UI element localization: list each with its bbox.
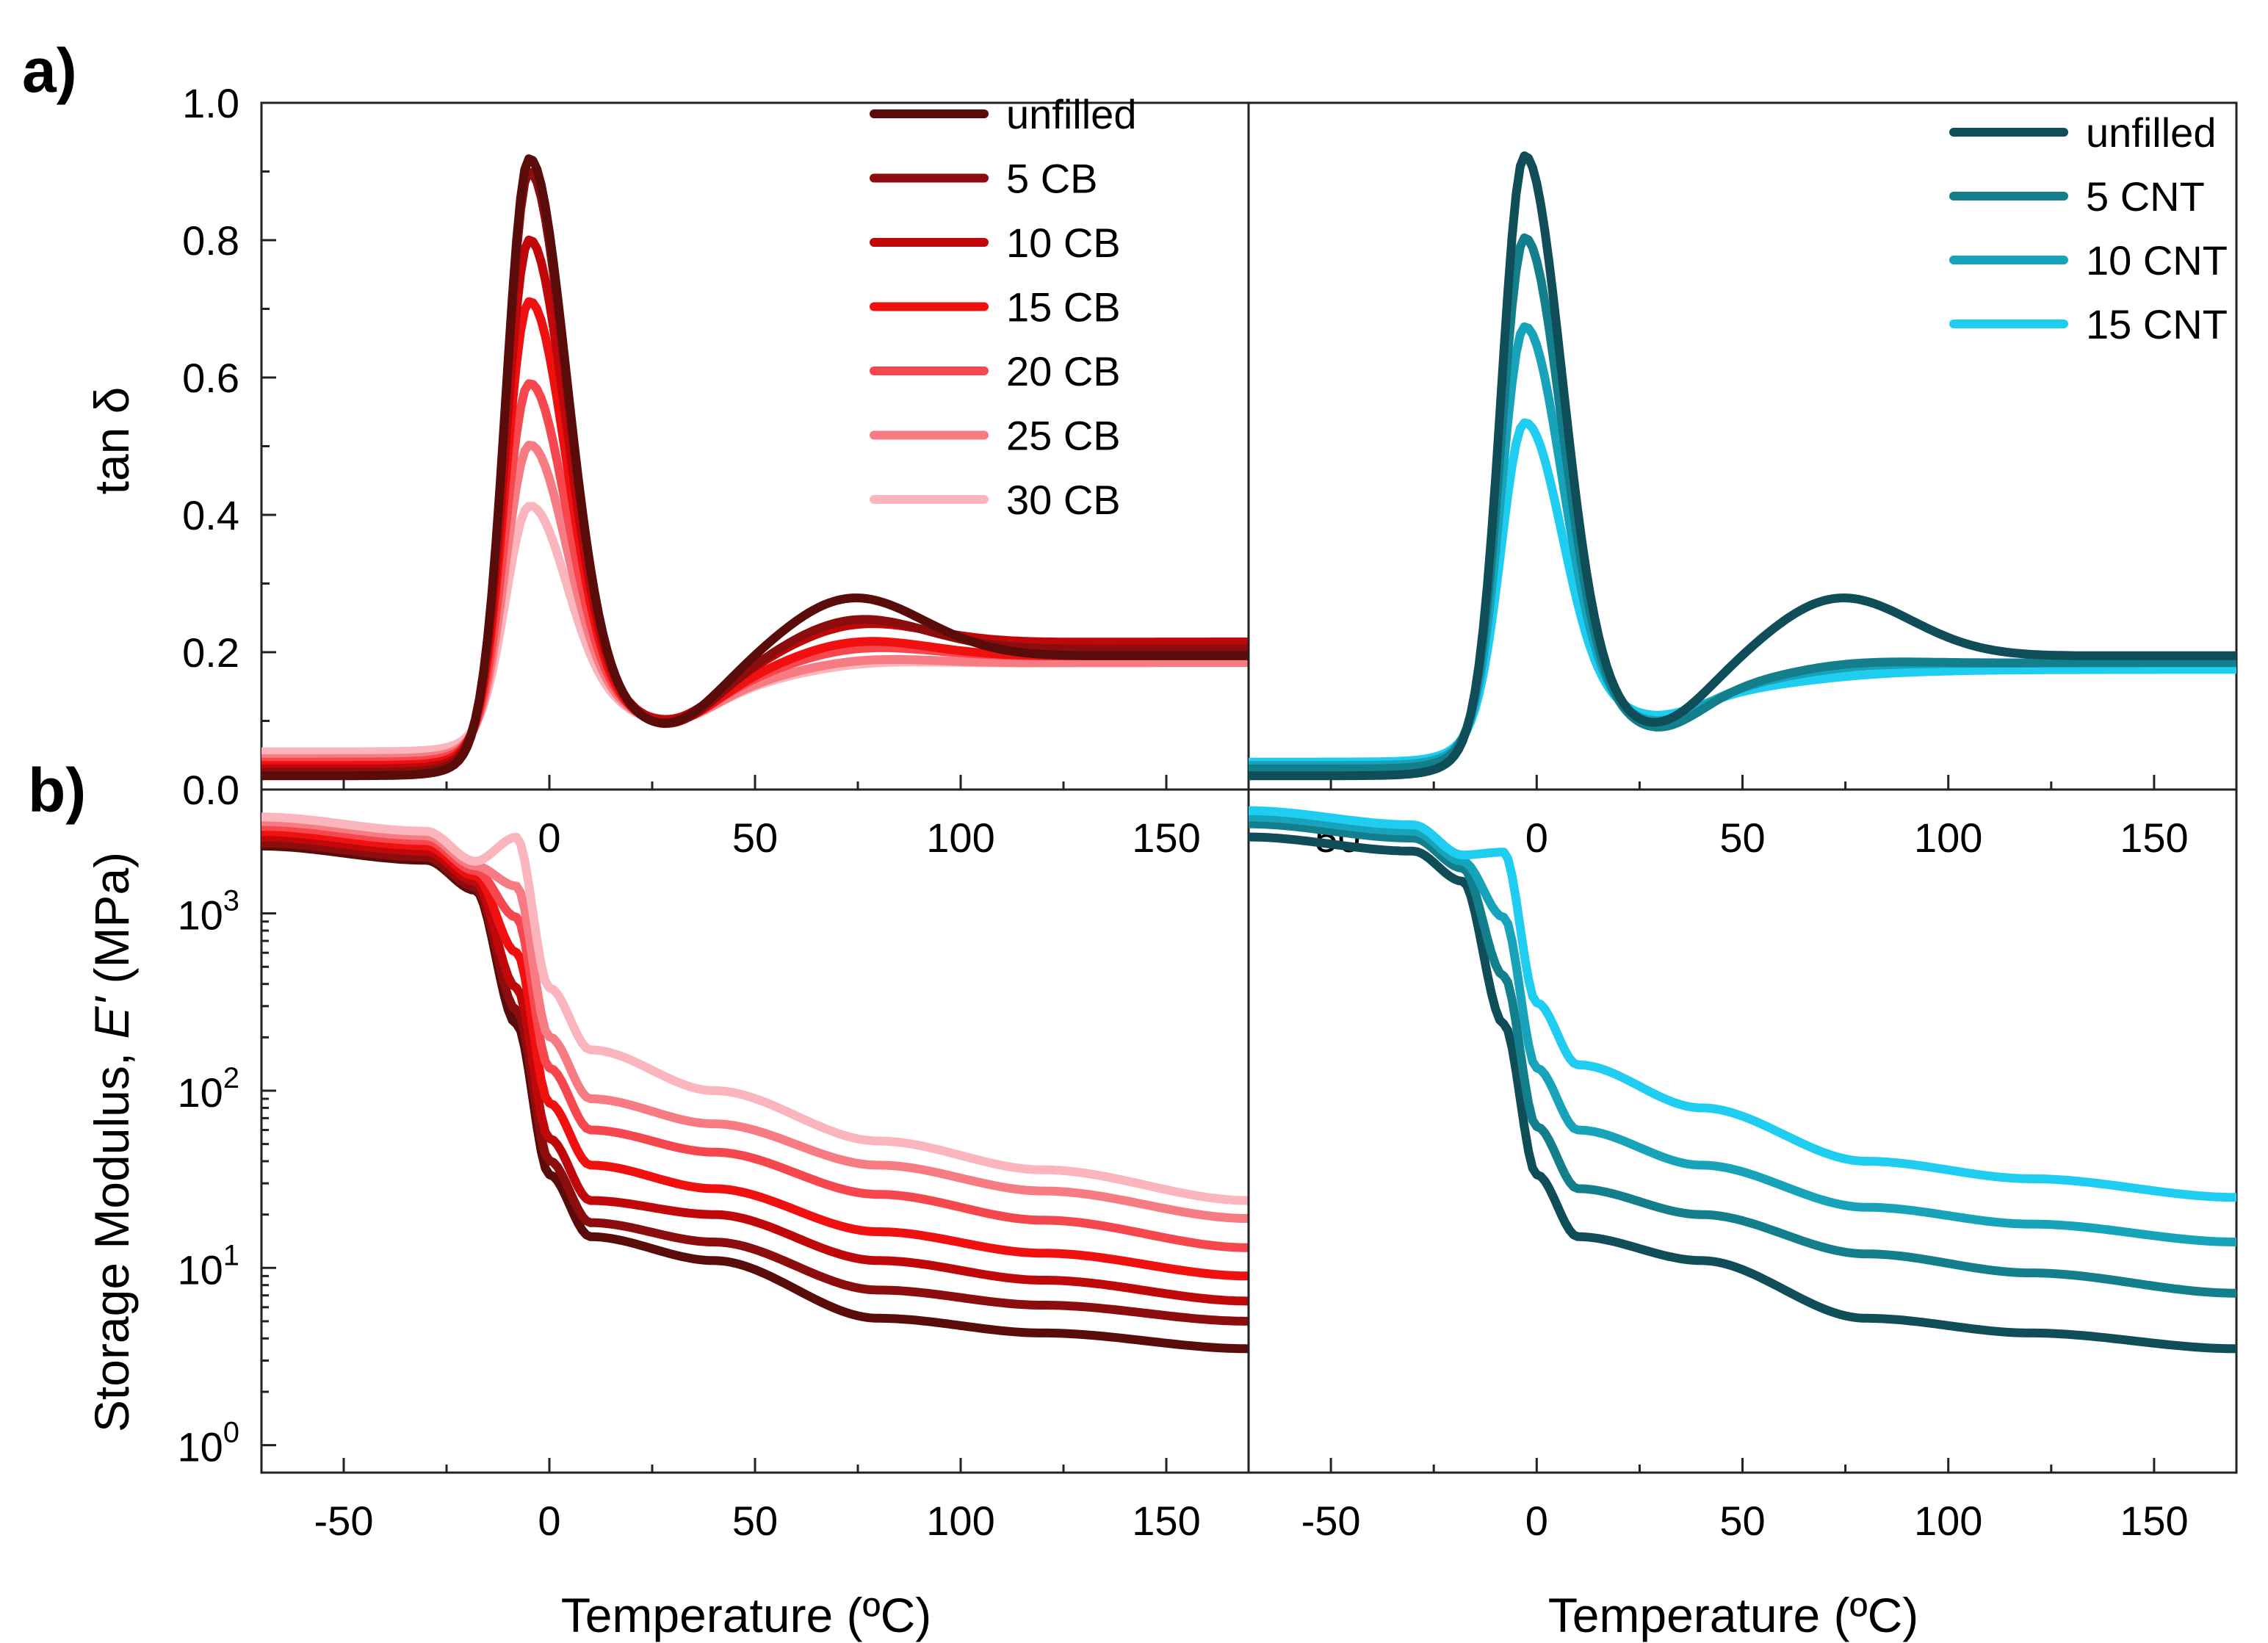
x-tick-label: 50 [1719,815,1765,861]
x-tick-label: 50 [1719,1498,1765,1544]
x-tick-label: 0 [538,1498,560,1544]
x-tick-label: 100 [926,1498,994,1544]
x-tick-label: 150 [1132,1498,1200,1544]
y-tick-label: 0.0 [182,767,239,813]
series-line-25-cb [261,817,1249,1223]
x-tick-label: 150 [2120,815,2188,861]
panel-label-b: b) [28,756,86,825]
series-group [1249,806,2236,1354]
storage-modulus-cb-plot: -50 0 50 100 150 100 101 102 103 [177,788,1250,1544]
x-tick-label: 150 [2120,1498,2188,1544]
series-line-15-cb [261,827,1249,1281]
legend-label: 10 CNT [2086,237,2228,284]
series-line-5-cnt [1249,233,2236,773]
y-tick-label: 103 [177,885,239,939]
legend-label: 25 CB [1006,413,1121,459]
y-tick-label: 0.4 [182,492,239,538]
y-axis-title-storage-modulus: Storage Modulus, E' (MPa) [84,852,139,1432]
x-tick-label: 100 [1914,1498,1982,1544]
plot-frame [1247,788,2238,1474]
legend-label: 10 CB [1006,220,1121,266]
series-group [1249,151,2236,781]
series-line-unfilled [1249,151,2236,781]
y-tick-label: 0.2 [182,629,239,676]
x-axis-title-right: Temperature (ºC) [1548,1588,1919,1642]
series-line-unfilled [261,154,1249,781]
y-axis-title-tan-delta: tan δ [84,387,139,495]
y-tick-label: 102 [177,1062,239,1116]
series-line-5-cb [261,838,1249,1326]
panel-label-a: a) [22,36,77,105]
storage-modulus-cnt-plot: -50 0 50 100 150 [1247,788,2238,1544]
x-tick-label: 0 [538,815,560,861]
legend-label: 5 CNT [2086,173,2205,220]
x-tick-label: 50 [732,1498,778,1544]
series-group [261,812,1249,1354]
series-line-30-cb [261,502,1249,756]
y-tick-label: 101 [177,1239,239,1293]
x-tick-label: 0 [1525,815,1548,861]
series-line-10-cnt [1249,812,2236,1246]
x-axis-title-left: Temperature (ºC) [561,1588,932,1642]
series-line-5-cnt [1249,819,2236,1298]
legend-label: 5 CB [1006,156,1098,202]
series-line-15-cnt [1249,418,2236,767]
x-tick-label: 100 [926,815,994,861]
series-line-10-cb [261,832,1249,1306]
x-tick-label: 150 [1132,815,1200,861]
legend-label: 30 CB [1006,477,1121,523]
legend-label: 15 CB [1006,284,1121,331]
series-line-unfilled [1249,832,2236,1354]
x-tick-label: 50 [732,815,778,861]
x-tick-label: 100 [1914,815,1982,861]
legend-label: unfilled [2086,109,2216,156]
x-tick-label: 0 [1525,1498,1548,1544]
legend-label: unfilled [1006,91,1136,137]
y-tick-label: 100 [177,1417,239,1470]
series-group [261,154,1249,781]
series-line-20-cb [261,822,1249,1252]
y-tick-label: 0.8 [182,217,239,264]
legend-label: 15 CNT [2086,301,2228,347]
y-tick-label: 0.6 [182,355,239,401]
y-tick-label: 1.0 [182,80,239,126]
legend-label: 20 CB [1006,348,1121,394]
x-tick-label: -50 [314,1498,374,1544]
series-line-30-cb [261,812,1249,1205]
series-line-15-cnt [1249,806,2236,1202]
x-tick-label: -50 [1301,1498,1361,1544]
series-line-10-cnt [1249,322,2236,770]
